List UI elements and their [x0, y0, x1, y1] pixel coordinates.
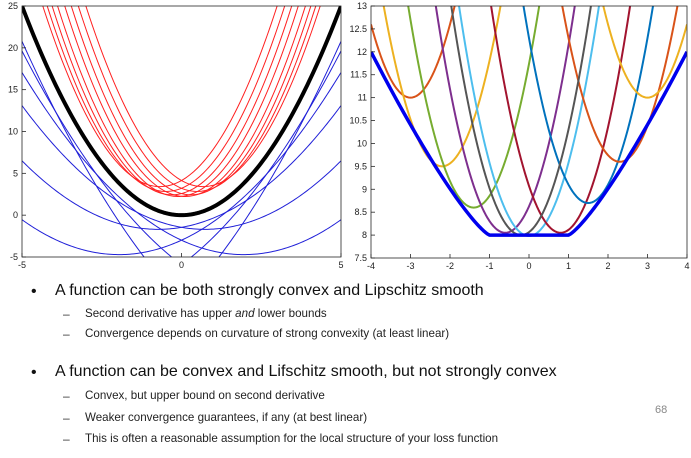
sub-bullet-1-2: Convergence depends on curvature of stro… — [85, 327, 450, 340]
y-tick-label: -5 — [10, 252, 18, 262]
y-tick-label: 25 — [8, 1, 18, 11]
x-tick-label: 3 — [645, 261, 650, 271]
x-tick-label: 1 — [566, 261, 571, 271]
upper-bound-parabola — [602, 6, 687, 99]
x-tick-label: 0 — [526, 261, 531, 271]
y-tick-label: 10 — [357, 138, 367, 148]
page-number: 68 — [655, 404, 668, 416]
sub-bullet-1-1: Second derivative has upper and lower bo… — [85, 307, 327, 320]
lower-bound-curve — [218, 41, 341, 257]
x-tick-label: -5 — [18, 260, 26, 270]
sub-bullet-dash: – — [63, 411, 70, 425]
lower-bound-curve — [22, 105, 341, 230]
x-tick-label: -3 — [406, 261, 414, 271]
lower-bound-curve — [22, 50, 173, 257]
sub-bullet-dash: – — [63, 389, 70, 403]
left-chart: -5 0 5 10 15 20 25 -5 0 5 — [8, 1, 344, 270]
upper-bound-parabola — [407, 6, 541, 209]
y-tick-label: 10.5 — [349, 116, 367, 126]
y-tick-label: 12.5 — [349, 24, 367, 34]
y-tick-label: 15 — [8, 85, 18, 95]
sub-bullet-dash: – — [63, 307, 70, 321]
x-tick-label: 4 — [684, 261, 689, 271]
y-tick-label: 8.5 — [354, 207, 367, 217]
sub-bullet-2-1: Convex, but upper bound on second deriva… — [85, 389, 325, 402]
y-tick-label: 10 — [8, 127, 18, 137]
y-tick-label: 9.5 — [354, 161, 367, 171]
y-tick-label: 20 — [8, 43, 18, 53]
x-tick-label: -4 — [367, 261, 375, 271]
x-tick-label: 5 — [338, 260, 343, 270]
sub-bullet-2-2: Weaker convergence guarantees, if any (a… — [85, 411, 368, 424]
y-tick-label: 11.5 — [350, 70, 367, 80]
upper-bound-curve — [70, 6, 312, 196]
x-tick-label: 0 — [179, 260, 184, 270]
bullet-1: A function can be both strongly convex a… — [55, 282, 484, 299]
x-tick-label: 2 — [605, 261, 610, 271]
sub-bullet-dash: – — [63, 327, 70, 341]
upper-bound-parabola — [490, 6, 632, 234]
y-tick-label: 13 — [357, 1, 367, 11]
y-tick-label: 8 — [362, 230, 367, 240]
y-tick-label: 12 — [357, 47, 367, 57]
x-tick-label: -1 — [485, 261, 493, 271]
upper-bound-parabola — [522, 6, 655, 205]
bullet-2: A function can be convex and Lifschitz s… — [55, 363, 557, 380]
upper-bound-curve — [85, 6, 321, 188]
y-tick-label: 9 — [362, 184, 367, 194]
y-tick-label: 7.5 — [354, 253, 367, 263]
x-tick-label: -2 — [446, 261, 454, 271]
bullet-dot: • — [31, 364, 37, 381]
upper-bound-parabola — [434, 6, 576, 234]
upper-bound-curve — [64, 6, 306, 197]
bullet-dot: • — [31, 283, 37, 300]
y-tick-label: 11 — [358, 93, 367, 103]
y-tick-label: 0 — [13, 210, 18, 220]
upper-bound-parabola — [450, 6, 592, 237]
main-function-curve — [22, 6, 341, 218]
upper-bound-parabola — [561, 6, 679, 163]
sub-bullet-2-3: This is often a reasonable assumption fo… — [85, 432, 499, 445]
main-function-curve — [371, 51, 687, 237]
plot-area — [371, 6, 687, 258]
lower-bound-curve — [190, 50, 341, 257]
upper-bound-curve — [77, 6, 317, 192]
sub-bullet-dash: – — [63, 432, 70, 446]
y-tick-label: 5 — [13, 168, 18, 178]
